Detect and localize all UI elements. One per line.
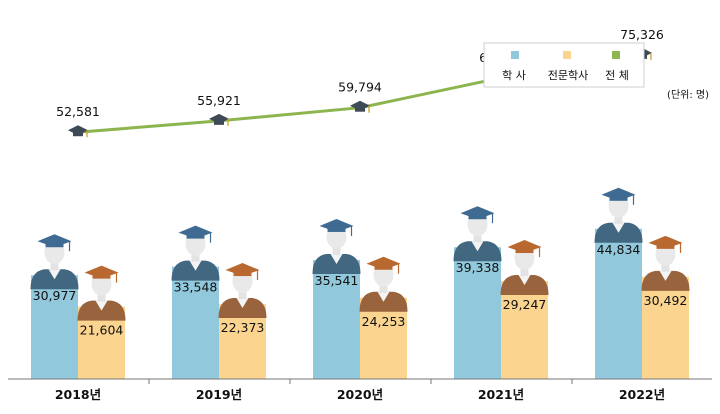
associate-collar-1	[236, 298, 249, 309]
bachelor-shoulders-3	[453, 241, 502, 262]
total-marker-band-1	[214, 119, 224, 125]
legend-box	[483, 42, 645, 88]
label-bachelor-3: 39,338	[456, 260, 500, 275]
associate-neck-3	[520, 269, 529, 277]
bachelor-cap-band-4	[609, 195, 628, 201]
bachelor-neck-3	[473, 235, 482, 243]
total-marker-band-2	[355, 106, 365, 112]
associate-collar-2	[377, 291, 390, 302]
x-tick-label-4: 2022년	[619, 387, 665, 402]
bachelor-collar-4	[612, 222, 625, 233]
x-tick-label-0: 2018년	[55, 387, 101, 402]
x-tick-label-3: 2021년	[478, 387, 524, 402]
unit-note: (단위: 명)	[667, 88, 709, 101]
bar-bachelor-0	[31, 275, 78, 379]
label-bachelor-4: 44,834	[597, 242, 641, 257]
total-marker-band-0	[73, 131, 83, 137]
label-bachelor-1: 33,548	[174, 280, 218, 295]
bachelor-collar-3	[471, 241, 484, 252]
bachelor-neck-1	[191, 254, 200, 262]
x-tick-label-1: 2019년	[196, 387, 242, 402]
label-associate-1: 22,373	[221, 320, 265, 335]
x-tick-label-2: 2020년	[337, 387, 383, 402]
associate-collar-0	[95, 300, 108, 311]
bachelor-neck-0	[50, 263, 59, 271]
legend: 학 사 전문학사 전 체	[483, 42, 645, 88]
associate-cap-band-3	[515, 248, 534, 254]
associate-cap-band-0	[92, 273, 111, 279]
legend-swatch-bachelor	[511, 51, 519, 59]
label-total-2: 59,794	[338, 80, 382, 95]
bar-associate-3	[501, 281, 548, 379]
legend-swatch-associate	[563, 51, 571, 59]
bar-associate-4	[642, 276, 689, 379]
legend-label-total: 전 체	[605, 69, 629, 82]
label-total-1: 55,921	[197, 93, 241, 108]
legend-label-associate: 전문학사	[548, 69, 588, 82]
associate-neck-2	[379, 285, 388, 293]
associate-neck-4	[661, 264, 670, 272]
associate-cap-band-4	[656, 243, 675, 249]
legend-label-bachelor: 학 사	[502, 69, 526, 82]
legend-swatch-total	[612, 51, 620, 59]
bachelor-cap-band-3	[468, 214, 487, 220]
associate-collar-4	[659, 270, 672, 281]
x-axis-ticks: 2018년 2019년 2020년 2021년 2022년	[55, 379, 665, 402]
label-total-0: 52,581	[56, 104, 100, 119]
label-associate-0: 21,604	[80, 323, 124, 338]
bachelor-neck-4	[614, 216, 623, 224]
associate-cap-band-2	[374, 264, 393, 270]
label-total-4: 75,326	[620, 27, 664, 42]
bachelor-neck-2	[332, 247, 341, 255]
bachelor-collar-1	[189, 260, 202, 271]
bar-bachelor-3	[454, 247, 501, 379]
associate-cap-band-1	[233, 271, 252, 277]
bachelor-cap-band-1	[186, 233, 205, 239]
label-associate-4: 30,492	[644, 293, 688, 308]
bar-bachelor-1	[172, 266, 219, 379]
bachelor-collar-0	[48, 269, 61, 280]
bachelor-cap-band-0	[45, 242, 64, 248]
label-bachelor-2: 35,541	[315, 273, 359, 288]
label-associate-3: 29,247	[503, 297, 547, 312]
associate-neck-0	[97, 294, 106, 302]
bar-bachelor-2	[313, 259, 360, 379]
label-associate-2: 24,253	[362, 314, 406, 329]
bar-bachelor-4	[595, 228, 642, 379]
bars-layer: 30,977 21,604 33,548 22,373 35,541 24,253 39,3…	[30, 187, 690, 379]
bachelor-cap-band-2	[327, 226, 346, 232]
associate-neck-1	[238, 292, 247, 300]
bachelor-collar-2	[330, 253, 343, 264]
label-bachelor-0: 30,977	[33, 288, 77, 303]
associate-collar-3	[518, 275, 531, 286]
